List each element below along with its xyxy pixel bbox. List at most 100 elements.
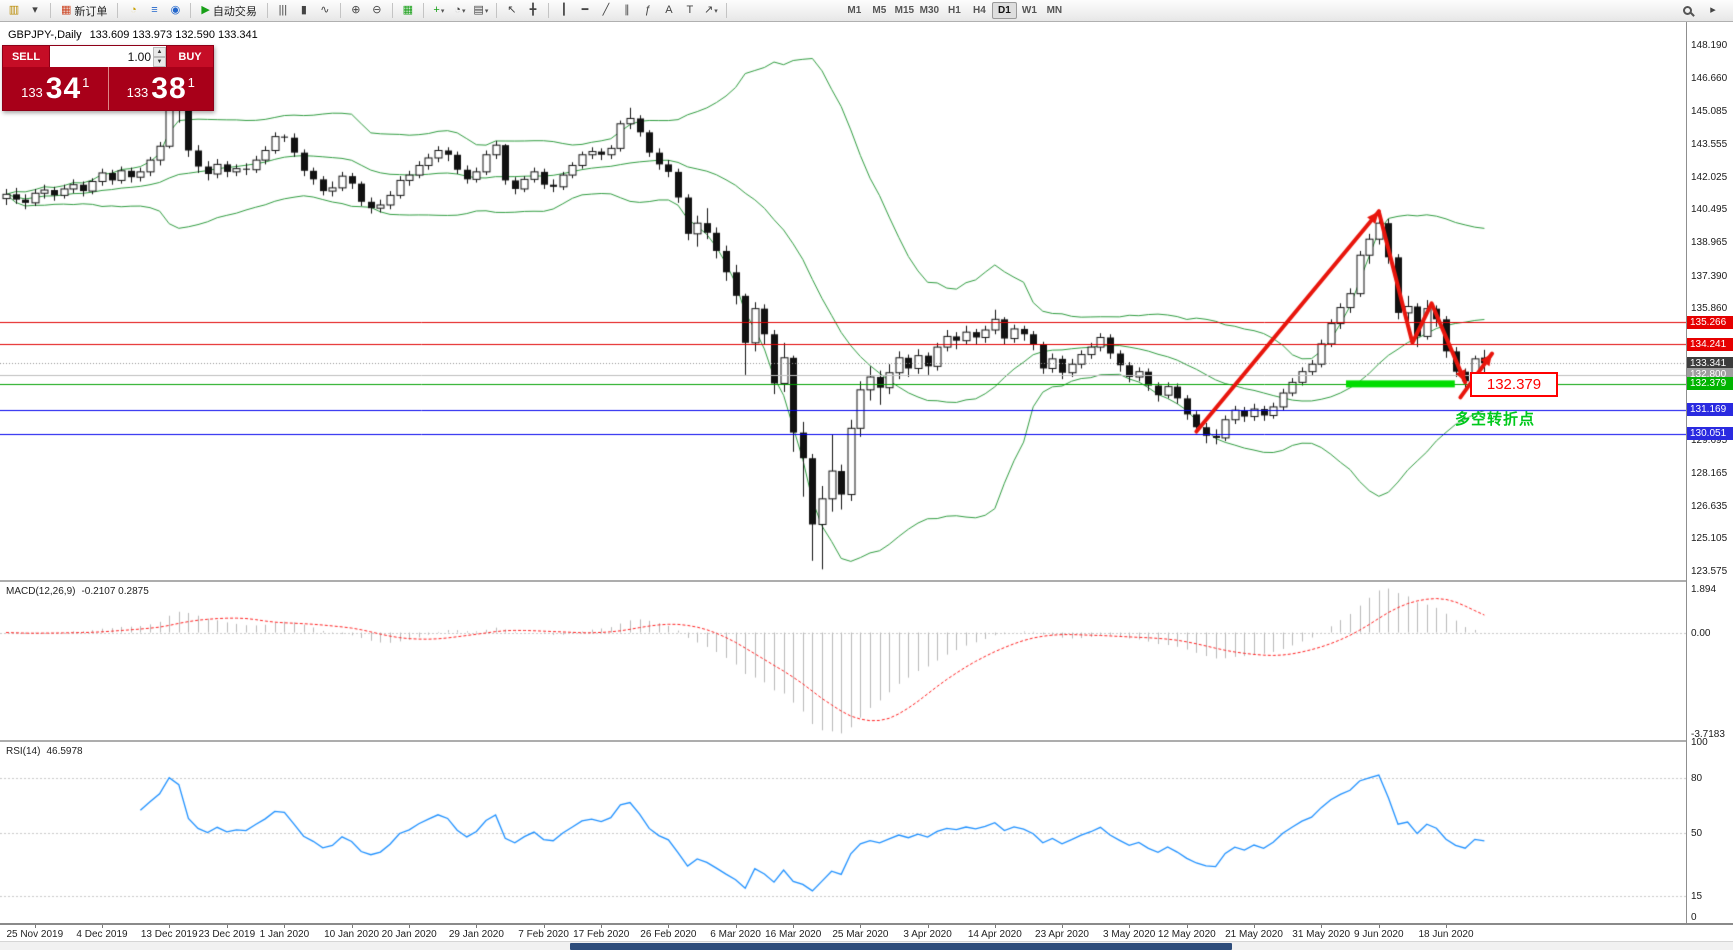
auto-trading-label: 自动交易 [212,5,257,18]
crosshair-icon[interactable]: ╋ [523,2,543,20]
time-tick [1446,925,1447,928]
fibonacci-tool-glyph: ƒ [644,4,651,16]
timeframe-m1[interactable]: M1 [847,5,862,16]
toolbar-right-group: ▸ [1677,2,1723,20]
rsi-canvas[interactable] [0,742,1686,923]
volume-input[interactable] [50,49,153,64]
time-label: 10 Jan 2020 [324,929,380,940]
price-tick: 143.555 [1691,139,1728,151]
line-chart-icon[interactable]: ∿ [315,2,335,20]
new-order-glyph: ▦ [61,4,72,16]
search-icon[interactable] [1677,2,1697,20]
buy-price-big: 38 [151,71,187,105]
new-order-button[interactable]: ▦ 新订单 [56,2,112,20]
dock-arrow-glyph: ▸ [1710,4,1716,16]
timeframe-m15[interactable]: M15 [894,5,915,16]
timeframe-h4[interactable]: H4 [972,5,986,16]
dock-arrow-icon[interactable]: ▸ [1703,2,1723,20]
period-selector-icon[interactable]: ◔ ▾ [450,2,470,20]
toolbar-separator [725,3,727,18]
zoom-out-icon[interactable]: ⊖ [367,2,387,20]
sell-price[interactable]: 133 34 1 [3,67,108,110]
text-tool-icon[interactable]: A [659,2,679,20]
price-level-annotation[interactable]: 132.379 [1470,372,1558,397]
cursor-icon[interactable]: ↖ [502,2,522,20]
timeframe-h1[interactable]: H1 [947,5,961,16]
sell-button[interactable]: SELL [3,46,49,67]
label-tool-glyph: T [686,4,694,16]
rsi-scale-label: 15 [1691,890,1703,902]
timeframe-d1[interactable]: D1 [991,2,1017,19]
indicators-list-icon[interactable]: + ▾ [429,2,449,20]
rsi-scale-label: 50 [1691,827,1703,839]
history-center-icon[interactable]: ◔ [123,2,143,20]
macd-name: MACD(12,26,9) [6,586,76,597]
macd-values: -0.2107 0.2875 [81,586,149,597]
new-chart-icon[interactable]: ▥ [4,2,24,20]
rsi-scale-label: 0 [1691,912,1697,923]
timeframe-m5[interactable]: M5 [872,5,887,16]
panel-splitter-macd[interactable] [0,580,1733,582]
chart-scrollbar[interactable] [0,941,1733,950]
bar-chart-glyph: ||| [278,4,288,16]
time-tick [793,925,795,928]
label-tool-icon[interactable]: T [680,2,700,20]
horizontal-line-tool-icon[interactable]: ━ [575,2,595,20]
time-scale[interactable]: 25 Nov 2019 4 Dec 2019 13 Dec 2019 23 Dec 2… [0,925,1733,941]
text-tool-glyph: A [665,4,673,16]
time-label: 23 Dec 2019 [198,929,256,940]
turning-point-label[interactable]: 多空转折点 [1455,411,1536,428]
time-scale-border [0,923,1733,925]
magnifier-glyph [1682,6,1692,15]
timeframe-m30[interactable]: M30 [919,5,940,16]
vertical-line-tool-icon[interactable]: ┃ [554,2,574,20]
market-watch-icon[interactable]: ≡ [144,2,164,20]
arrow-tools-icon[interactable]: ↗ ▾ [701,2,721,20]
macd-scale-label: 0.00 [1691,627,1711,639]
navigator-icon[interactable]: ◉ [165,2,185,20]
time-label: 31 May 2020 [1292,929,1351,940]
chart-profiles-icon[interactable]: ▾ [25,2,45,20]
time-tick [543,925,545,928]
channel-tool-icon[interactable]: ∥ [617,2,637,20]
zoom-in-icon[interactable]: ⊕ [346,2,366,20]
auto-trading-button[interactable]: ▶ 自动交易 [196,2,261,20]
period-selector-glyph: ◔ [454,4,461,16]
candlestick-chart-icon[interactable]: ▮ [294,2,314,20]
scrollbar-thumb[interactable] [570,943,1232,950]
crosshair-glyph: ╋ [529,4,537,16]
buy-price[interactable]: 133 38 1 [108,67,213,110]
price-tick: 128.165 [1691,467,1728,479]
new-order-label: 新订单 [74,5,108,18]
channel-tool-glyph: ∥ [624,4,630,16]
timeframe-w1[interactable]: W1 [1021,5,1037,16]
time-tick [1254,925,1255,928]
tile-windows-icon[interactable]: ▦ [398,2,418,20]
time-label: 17 Feb 2020 [573,929,630,940]
timeframe-mn[interactable]: MN [1046,5,1063,16]
price-chart-canvas[interactable] [0,22,1686,580]
time-tick [409,925,411,928]
template-selector-icon[interactable]: ▤ ▾ [471,2,491,20]
panel-splitter-rsi[interactable] [0,740,1733,742]
fibonacci-tool-icon[interactable]: ƒ [638,2,658,20]
trendline-tool-icon[interactable]: ╱ [596,2,616,20]
price-tick: 148.190 [1691,40,1728,51]
price-tick: 142.025 [1691,171,1728,183]
bar-chart-icon[interactable]: ||| [273,2,293,20]
buy-button[interactable]: BUY [167,46,213,67]
rsi-value: 46.5978 [46,746,83,757]
price-scale[interactable]: 148.190 146.660 145.085 143.555 142.025 140.4… [1686,22,1733,923]
toolbar: ▥ ▾ ▦ 新订单 ◔ ≡ ◉ ▶ 自动交易 ||| ▮ ∿ ⊕ ⊖ ▦ + ▾ ◔ ▾ ▤ ▾ ↖ ╋ ┃ ━ ╱ ∥ ƒ A T ↗ ▾ M… [0,0,1733,22]
volume-up-button[interactable]: ▲ [153,46,166,57]
toolbar-separator [391,3,393,18]
market-watch-glyph: ≡ [151,4,158,16]
new-chart-glyph: ▥ [8,4,20,16]
price-level-tag: 131.169 [1687,403,1733,417]
sell-price-big: 34 [45,71,82,105]
indicators-list-glyph: + [433,4,440,16]
volume-down-button[interactable]: ▼ [153,56,166,67]
time-tick [1321,925,1323,928]
macd-canvas[interactable] [0,582,1686,740]
price-tick: 140.495 [1691,204,1728,216]
